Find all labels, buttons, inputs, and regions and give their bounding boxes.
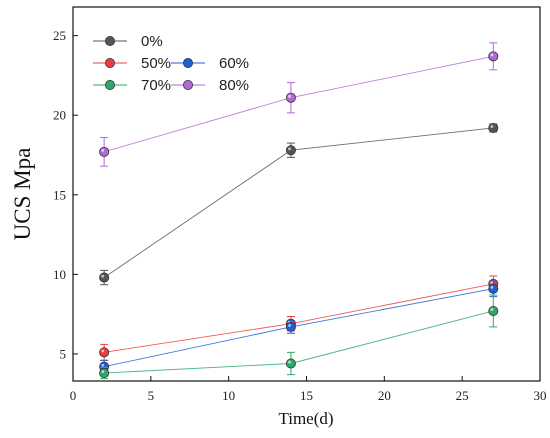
legend-item: 70% [93, 77, 171, 94]
point-highlight [288, 324, 291, 327]
point-highlight [490, 53, 494, 57]
y-axis: 5 10 15 20 25 [53, 28, 78, 361]
legend-item: 50% [93, 55, 171, 72]
x-tick-label: 15 [300, 388, 313, 403]
y-tick-label: 25 [53, 28, 66, 43]
x-axis: 0 5 10 15 20 25 30 [70, 376, 547, 403]
data-point [488, 283, 499, 294]
point-highlight [288, 360, 291, 364]
point-highlight [101, 370, 105, 374]
legend-label: 60% [219, 55, 249, 72]
point-highlight [101, 363, 105, 367]
legend-label: 80% [219, 77, 249, 94]
data-point [99, 347, 110, 358]
legend-marker [105, 80, 116, 91]
data-point [99, 146, 110, 157]
legend: 0% 50% 60% 70% 80% [93, 33, 249, 94]
series-60pct [99, 280, 499, 374]
data-point [99, 368, 110, 379]
legend-label: 70% [141, 77, 171, 94]
series-80pct [99, 42, 499, 167]
data-point [285, 92, 296, 103]
legend-item: 0% [93, 33, 163, 50]
legend-marker [105, 36, 116, 47]
data-point [285, 321, 296, 332]
y-tick-label: 5 [60, 346, 67, 361]
point-highlight [288, 94, 291, 98]
series-line-60pct [104, 288, 494, 368]
legend-marker [182, 80, 193, 91]
legend-marker [182, 58, 193, 69]
series-50pct [99, 275, 499, 361]
legend-marker [105, 58, 116, 69]
series-70pct [99, 294, 499, 380]
series-0pct [99, 122, 499, 286]
legend-item: 80% [171, 77, 249, 94]
x-axis-title: Time(d) [278, 409, 333, 428]
data-point [488, 305, 499, 316]
data-point [285, 358, 296, 369]
x-tick-label: 10 [222, 388, 235, 403]
legend-item: 60% [171, 55, 249, 72]
point-highlight [101, 149, 105, 152]
data-point [285, 145, 296, 156]
point-highlight [490, 125, 494, 128]
point-highlight [490, 281, 494, 284]
legend-label: 50% [141, 55, 171, 72]
y-axis-title: UCS Mpa [10, 148, 35, 241]
x-tick-label: 5 [148, 388, 155, 403]
x-tick-label: 30 [534, 388, 547, 403]
y-tick-label: 20 [53, 108, 66, 123]
x-tick-label: 25 [456, 388, 469, 403]
data-point [99, 272, 110, 283]
series-line-50pct [104, 283, 494, 353]
point-highlight [288, 147, 291, 151]
data-point [488, 122, 499, 133]
point-highlight [101, 274, 105, 278]
series-line-0pct [103, 127, 494, 278]
y-tick-label: 15 [53, 187, 66, 202]
x-tick-label: 20 [378, 388, 391, 403]
point-highlight [490, 308, 494, 311]
y-tick-label: 10 [53, 267, 66, 282]
legend-label: 0% [141, 33, 163, 50]
data-point [488, 51, 499, 62]
point-highlight [101, 349, 105, 353]
series-layer [99, 42, 499, 380]
point-highlight [490, 285, 494, 289]
x-tick-label: 0 [70, 388, 77, 403]
series-line-70pct [104, 310, 494, 374]
